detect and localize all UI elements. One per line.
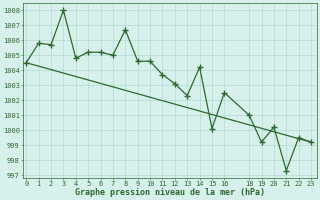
X-axis label: Graphe pression niveau de la mer (hPa): Graphe pression niveau de la mer (hPa)	[75, 188, 265, 197]
